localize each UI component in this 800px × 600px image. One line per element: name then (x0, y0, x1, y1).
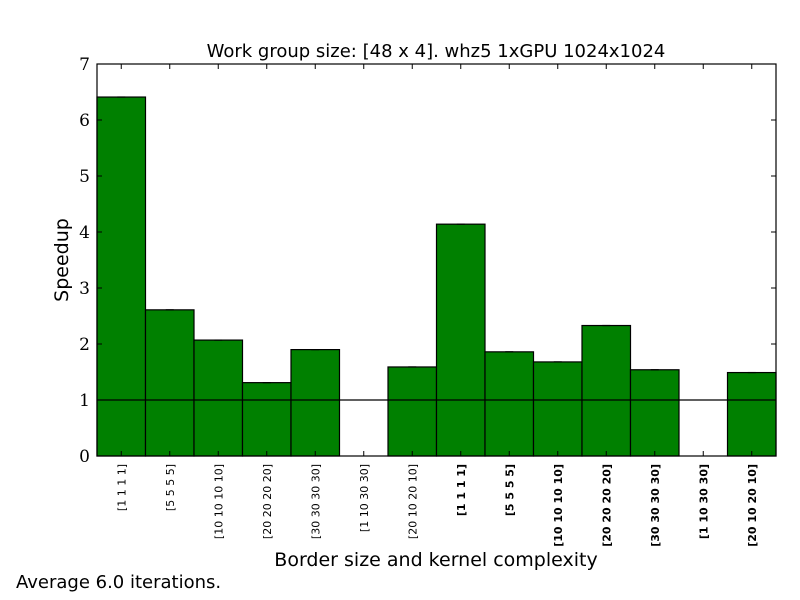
x-tick-label-13: [1 10 30 30] (697, 464, 710, 539)
plot-frame (96, 63, 777, 457)
y-tick-label-0: 0 (79, 447, 90, 467)
x-tick-label-1: [1 1 1 1] (115, 464, 128, 511)
bar-12 (629, 369, 680, 457)
y-tick-label-3: 3 (79, 279, 90, 299)
x-tick-label-7: [20 10 20 10] (406, 464, 419, 539)
x-axis-label: Border size and kernel complexity (274, 549, 597, 571)
x-tick-label-3: [10 10 10 10] (212, 464, 225, 539)
y-tick-label-6: 6 (79, 111, 90, 131)
bar-5 (290, 349, 341, 457)
chart-title: Work group size: [48 x 4]. whz5 1xGPU 10… (207, 41, 666, 62)
x-tick-label-2: [5 5 5 5] (164, 464, 177, 511)
bar-2 (144, 309, 195, 457)
x-tick-label-8: [1 1 1 1] (455, 464, 468, 516)
y-tick-label-1: 1 (79, 391, 90, 411)
bar-3 (193, 339, 244, 457)
bar-4 (241, 382, 292, 457)
y-tick-label-4: 4 (79, 223, 90, 243)
bar-1 (96, 96, 147, 457)
x-tick-label-11: [20 20 20 20] (600, 464, 613, 547)
x-tick-label-10: [10 10 10 10] (552, 464, 565, 547)
bar-7 (387, 366, 438, 457)
x-axis-ticks: [1 1 1 1] [5 5 5 5] [10 10 10 10] [20 20 20… (115, 64, 759, 547)
bar-10 (532, 361, 583, 457)
x-tick-label-14: [20 10 20 10] (746, 464, 759, 547)
footnote: Average 6.0 iterations. (16, 572, 221, 593)
x-tick-label-6: [1 10 30 30] (358, 464, 371, 532)
bar-11 (581, 324, 632, 457)
x-tick-label-9: [5 5 5 5] (503, 464, 516, 516)
bar-9 (484, 351, 535, 457)
y-axis-label: Speedup (51, 218, 73, 302)
y-tick-label-5: 5 (79, 167, 90, 187)
bar-14 (726, 371, 777, 457)
y-tick-label-7: 7 (79, 55, 90, 75)
y-tick-label-2: 2 (79, 335, 90, 355)
bars-group (96, 96, 777, 457)
x-tick-label-12: [30 30 30 30] (649, 464, 662, 547)
x-tick-label-5: [30 30 30 30] (309, 464, 322, 539)
bar-8 (435, 223, 486, 457)
x-tick-label-4: [20 20 20 20] (261, 464, 274, 539)
